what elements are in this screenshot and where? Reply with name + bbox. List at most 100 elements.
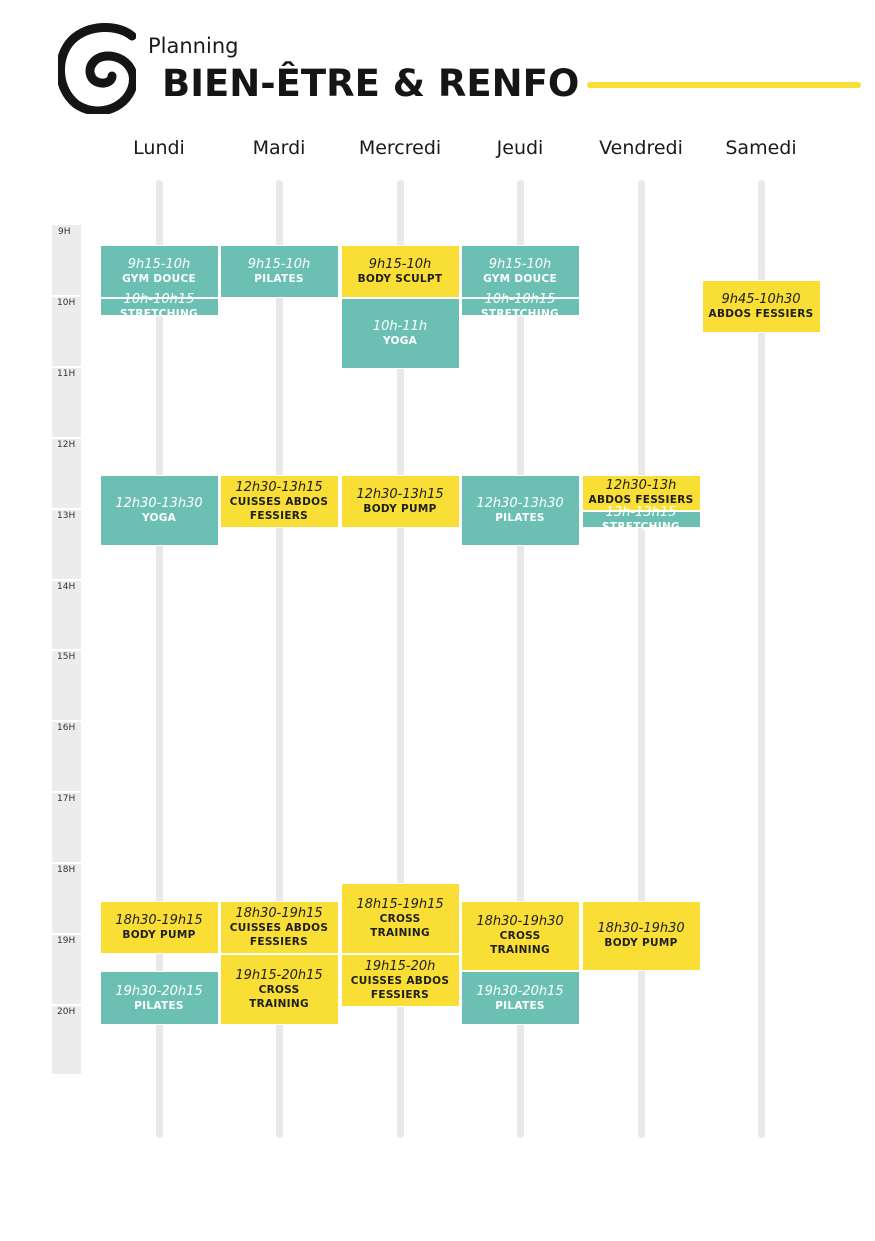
session-name-line: BODY PUMP <box>122 928 196 941</box>
session-name-line: BODY PUMP <box>363 503 437 516</box>
session-name-line: CROSS <box>379 912 421 925</box>
session-block[interactable]: 12h30-13h30 PILATES <box>460 475 580 547</box>
session-name-line: CROSS <box>499 930 541 943</box>
session-name-line: PILATES <box>495 512 545 525</box>
hour-divider <box>52 436 81 439</box>
session-name-line: BODY SCULPT <box>357 272 443 285</box>
session-block[interactable]: 19h30-20h15 PILATES <box>99 971 219 1025</box>
day-label-jeudi: Jeudi <box>496 137 544 159</box>
hour-label: 13H <box>57 510 76 521</box>
hour-divider <box>52 649 81 652</box>
hour-divider <box>52 294 81 297</box>
session-block[interactable]: 9h45-10h30 ABDOS FESSIERS <box>701 280 821 334</box>
session-name: PILATES <box>495 999 545 1013</box>
session-block[interactable]: 18h30-19h15 CUISSES ABDOS FESSIERS <box>219 900 339 954</box>
hour-divider <box>52 365 81 368</box>
session-block[interactable]: 9h15-10h GYM DOUCE <box>460 244 580 298</box>
session-name-line: CROSS <box>258 983 300 996</box>
day-label-mercredi: Mercredi <box>358 137 442 159</box>
session-name-line: ABDOS FESSIERS <box>588 494 694 507</box>
session-name-line: TRAINING <box>249 997 309 1010</box>
session-name-line: FESSIERS <box>249 510 309 523</box>
session-time: 12h30-13h15 <box>235 480 323 496</box>
session-name-line: STRETCHING <box>602 520 680 533</box>
session-time: 19h15-20h15 <box>235 967 323 983</box>
hour-divider <box>52 933 81 935</box>
day-track <box>275 180 283 1138</box>
session-block[interactable]: 10h-10h15 STRETCHING <box>99 292 219 320</box>
session-name: PILATES <box>134 999 184 1013</box>
session-block[interactable]: 13h-13h15 STRETCHING <box>581 505 701 533</box>
header-subtitle: Planning <box>148 34 239 58</box>
hour-label: 20H <box>57 1006 76 1017</box>
session-name-line: YOGA <box>141 512 177 525</box>
day-label-vendredi: Vendredi <box>599 137 683 159</box>
session-name: PILATES <box>254 272 304 286</box>
session-time: 9h15-10h <box>368 256 432 272</box>
session-block[interactable]: 12h30-13h15 BODY PUMP <box>340 475 460 529</box>
session-block[interactable]: 18h30-19h30 BODY PUMP <box>581 900 701 972</box>
session-name-line: ABDOS FESSIERS <box>708 308 814 321</box>
session-name: BODY PUMP <box>363 502 436 516</box>
session-block[interactable]: 18h30-19h30 CROSS TRAINING <box>460 900 580 972</box>
hour-divider <box>52 720 81 723</box>
session-name: CUISSES ABDOS FESSIERS <box>351 974 449 1002</box>
hour-label: 14H <box>57 581 76 592</box>
hour-label: 18H <box>57 865 76 876</box>
session-block[interactable]: 12h30-13h15 CUISSES ABDOS FESSIERS <box>219 475 339 529</box>
session-time: 12h30-13h30 <box>115 496 203 512</box>
hour-divider <box>52 507 81 510</box>
hour-label: 12H <box>57 439 76 450</box>
session-name-line: TRAINING <box>490 944 550 957</box>
session-block[interactable]: 18h30-19h15 BODY PUMP <box>99 900 219 954</box>
hour-divider <box>52 791 81 794</box>
hour-label: 17H <box>57 794 76 805</box>
session-time: 18h15-19h15 <box>356 896 444 912</box>
session-name: CUISSES ABDOS FESSIERS <box>230 921 328 949</box>
hour-label: 9H <box>58 227 71 237</box>
session-name: YOGA <box>142 511 176 525</box>
session-block[interactable]: 9h15-10h GYM DOUCE <box>99 244 219 298</box>
session-name: STRETCHING <box>120 307 198 321</box>
session-name-line: PILATES <box>134 999 184 1012</box>
session-time: 18h30-19h15 <box>235 905 323 921</box>
session-block[interactable]: 19h30-20h15 PILATES <box>460 971 580 1025</box>
session-time: 10h-10h15 <box>123 292 195 308</box>
session-block[interactable]: 18h15-19h15 CROSS TRAINING <box>340 882 460 954</box>
session-time: 18h30-19h15 <box>115 912 203 928</box>
session-name-line: GYM DOUCE <box>122 272 196 285</box>
session-name-line: BODY PUMP <box>604 937 678 950</box>
session-name: STRETCHING <box>481 307 559 321</box>
day-label-samedi: Samedi <box>725 137 797 159</box>
day-track <box>396 180 404 1138</box>
session-block[interactable]: 19h15-20h CUISSES ABDOS FESSIERS <box>340 953 460 1007</box>
session-block[interactable]: 19h15-20h15 CROSS TRAINING <box>219 953 339 1025</box>
session-name: BODY PUMP <box>604 936 677 950</box>
session-name-line: CUISSES ABDOS <box>350 974 450 987</box>
session-block[interactable]: 10h-11h YOGA <box>340 297 460 369</box>
session-block[interactable]: 9h15-10h PILATES <box>219 244 339 298</box>
session-name-line: STRETCHING <box>481 308 559 321</box>
hour-label: 19H <box>57 936 76 946</box>
session-time: 18h30-19h30 <box>476 914 564 930</box>
session-time: 10h-10h15 <box>484 292 556 308</box>
session-name-line: FESSIERS <box>249 935 309 948</box>
session-name-line: PILATES <box>254 272 304 285</box>
spiral-logo-icon <box>58 22 136 114</box>
session-block[interactable]: 12h30-13h30 YOGA <box>99 475 219 547</box>
session-name: PILATES <box>495 511 545 525</box>
session-name: GYM DOUCE <box>122 272 196 286</box>
session-name-line: PILATES <box>495 999 545 1012</box>
session-name: STRETCHING <box>602 520 680 534</box>
session-block[interactable]: 12h30-13h ABDOS FESSIERS <box>581 475 701 511</box>
session-name: ABDOS FESSIERS <box>589 493 694 507</box>
day-label-mardi: Mardi <box>252 137 306 159</box>
session-name-line: CUISSES ABDOS <box>229 921 329 934</box>
session-time: 12h30-13h30 <box>476 496 564 512</box>
session-name-line: FESSIERS <box>370 988 430 1001</box>
session-block[interactable]: 10h-10h15 STRETCHING <box>460 292 580 320</box>
hour-divider <box>52 862 81 865</box>
session-time: 9h15-10h <box>488 256 552 272</box>
session-name-line: TRAINING <box>370 926 430 939</box>
session-block[interactable]: 9h15-10h BODY SCULPT <box>340 244 460 298</box>
